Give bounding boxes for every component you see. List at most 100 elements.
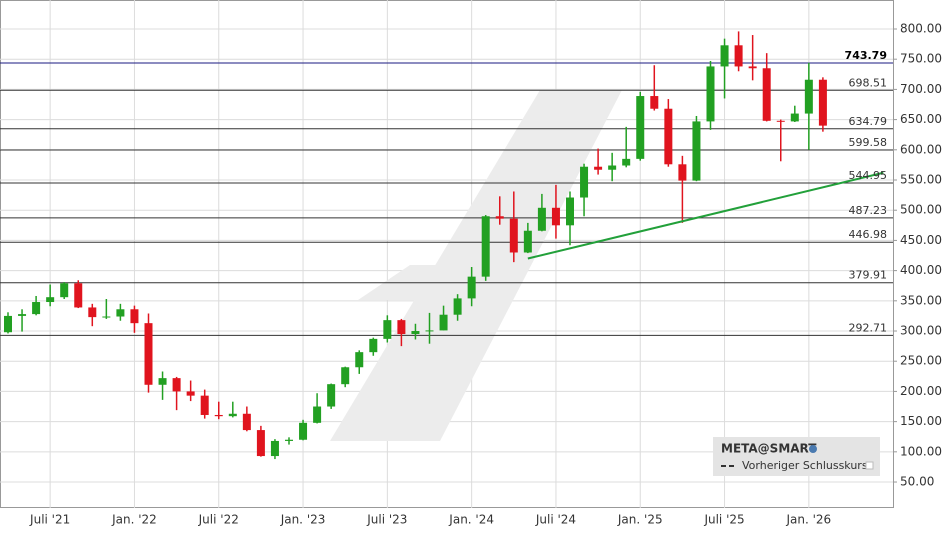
candle-body bbox=[608, 165, 617, 170]
candle-body bbox=[467, 276, 476, 299]
candle-body bbox=[369, 338, 378, 353]
x-tick-label: Juli '21 bbox=[29, 513, 70, 527]
candle-body bbox=[439, 314, 448, 331]
legend-box bbox=[713, 437, 880, 476]
candle-body bbox=[453, 298, 462, 315]
y-tick-label: 200.00 bbox=[900, 384, 942, 398]
y-tick-label: 150.00 bbox=[900, 414, 942, 428]
candle-body bbox=[116, 309, 125, 317]
candle-body bbox=[776, 120, 785, 122]
candle-body bbox=[495, 216, 504, 219]
x-tick-label: Juli '22 bbox=[198, 513, 239, 527]
level-label: 292.71 bbox=[849, 321, 888, 334]
y-tick-label: 700.00 bbox=[900, 82, 942, 96]
candle-body bbox=[706, 66, 715, 122]
candle-body bbox=[74, 283, 83, 308]
legend-title: META@SMART bbox=[721, 442, 817, 456]
candle-body bbox=[804, 79, 813, 114]
candle-body bbox=[270, 440, 279, 457]
candle-body bbox=[594, 166, 603, 170]
candle-body bbox=[762, 68, 771, 121]
y-tick-label: 750.00 bbox=[900, 52, 942, 66]
level-label: 743.79 bbox=[845, 49, 887, 62]
candle-body bbox=[790, 113, 799, 122]
candle-body bbox=[397, 320, 406, 335]
candle-body bbox=[650, 96, 659, 109]
candle-body bbox=[299, 422, 308, 440]
trendline bbox=[527, 171, 884, 260]
candle-body bbox=[32, 302, 41, 315]
legend-label: Vorheriger Schlusskurs bbox=[742, 459, 868, 472]
legend: META@SMART Vorheriger Schlusskurs bbox=[713, 437, 880, 476]
candle-body bbox=[818, 79, 827, 126]
y-tick-label: 350.00 bbox=[900, 293, 942, 307]
candle-body bbox=[327, 384, 336, 407]
candle-body bbox=[580, 166, 589, 198]
candle-body bbox=[46, 297, 55, 303]
level-label: 634.79 bbox=[849, 115, 888, 128]
candle-body bbox=[228, 413, 237, 417]
candle-body bbox=[678, 164, 687, 181]
y-tick-label: 100.00 bbox=[900, 444, 942, 458]
candle-body bbox=[4, 315, 12, 333]
candle-body bbox=[692, 121, 701, 181]
level-label: 544.95 bbox=[849, 169, 888, 182]
candle-body bbox=[144, 323, 153, 385]
grid bbox=[0, 0, 893, 508]
y-tick-label: 50.00 bbox=[900, 475, 934, 489]
candle-body bbox=[172, 378, 181, 392]
level-label: 487.23 bbox=[849, 204, 888, 217]
x-tick-label: Juli '25 bbox=[703, 513, 744, 527]
y-tick-label: 600.00 bbox=[900, 142, 942, 156]
candle-body bbox=[158, 378, 167, 385]
legend-checkbox bbox=[865, 461, 874, 470]
candle-body bbox=[88, 307, 97, 318]
y-tick-label: 500.00 bbox=[900, 203, 942, 217]
y-tick-label: 450.00 bbox=[900, 233, 942, 247]
candle-body bbox=[622, 158, 631, 166]
candle-body bbox=[383, 320, 392, 339]
candle-body bbox=[102, 316, 111, 318]
x-tick-label: Jan. '25 bbox=[617, 513, 663, 527]
y-tick-label: 300.00 bbox=[900, 324, 942, 338]
candle-body bbox=[214, 414, 223, 417]
legend-icon bbox=[809, 445, 817, 453]
x-tick-label: Jan. '23 bbox=[280, 513, 326, 527]
x-tick-label: Jan. '26 bbox=[785, 513, 831, 527]
level-label: 599.58 bbox=[849, 136, 888, 149]
candle-body bbox=[636, 96, 645, 159]
x-tick-label: Jan. '24 bbox=[448, 513, 494, 527]
y-tick-label: 400.00 bbox=[900, 263, 942, 277]
candle-body bbox=[200, 395, 209, 415]
candle-body bbox=[18, 314, 27, 316]
y-tick-label: 800.00 bbox=[900, 21, 942, 35]
candle-body bbox=[313, 406, 322, 423]
y-tick-label: 550.00 bbox=[900, 173, 942, 187]
level-label: 379.91 bbox=[849, 269, 888, 282]
level-label: 698.51 bbox=[849, 76, 888, 89]
candle-body bbox=[523, 230, 532, 253]
candle-body bbox=[566, 197, 574, 226]
candle-body bbox=[186, 391, 195, 396]
candle-body bbox=[481, 216, 490, 277]
candle-body bbox=[130, 309, 139, 324]
y-tick-label: 650.00 bbox=[900, 112, 942, 126]
candle-body bbox=[60, 283, 69, 298]
candle-body bbox=[720, 45, 729, 67]
candle-body bbox=[664, 108, 673, 165]
x-tick-label: Juli '23 bbox=[366, 513, 407, 527]
marks bbox=[0, 31, 893, 460]
candle-body bbox=[355, 352, 364, 368]
candle-body bbox=[256, 430, 265, 457]
candle-body bbox=[537, 207, 546, 231]
x-tick-label: Jan. '22 bbox=[111, 513, 157, 527]
level-label: 446.98 bbox=[849, 228, 888, 241]
watermark bbox=[330, 90, 622, 441]
candle-body bbox=[748, 66, 757, 69]
x-tick-label: Juli '24 bbox=[535, 513, 576, 527]
candle-body bbox=[734, 45, 743, 67]
candle-body bbox=[242, 413, 251, 431]
candle-body bbox=[411, 331, 420, 335]
candle-body bbox=[425, 330, 434, 332]
